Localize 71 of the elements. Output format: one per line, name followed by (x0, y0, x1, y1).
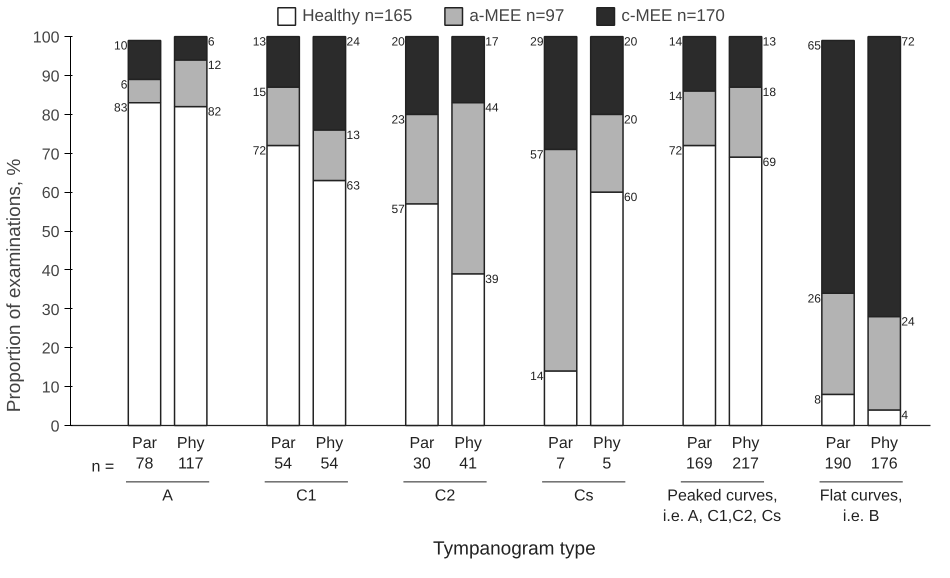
data-label: 14 (530, 369, 544, 384)
data-label: 57 (391, 202, 406, 216)
data-label: 14 (668, 34, 683, 49)
x-tick-label: Par 190 (824, 435, 852, 473)
x-tick-label: Phy 117 (176, 435, 205, 473)
data-label: 29 (530, 34, 544, 49)
y-tick-label: 30 (42, 302, 60, 319)
text: Cs (574, 488, 594, 505)
x-tick-label: Par 78 (132, 435, 158, 473)
data-label: 18 (762, 85, 776, 100)
x-tick-label: Par 30 (409, 435, 436, 473)
data-label: 83 (114, 100, 128, 115)
legend-label: a-MEE n=97 (469, 6, 564, 26)
x-axis-title: Tympanogram type (433, 538, 596, 560)
y-tick-label: 50 (42, 224, 60, 242)
data-label: 72 (668, 144, 683, 158)
data-label: 6 (208, 34, 215, 49)
data-label: 20 (624, 34, 638, 49)
y-tick-label: 100 (32, 30, 60, 47)
y-tick-label: 90 (42, 68, 60, 86)
x-tick-label: Phy 5 (593, 435, 621, 473)
data-label: 24 (901, 314, 916, 329)
data-label: 44 (485, 100, 499, 115)
data-label: 17 (485, 34, 499, 49)
y-tick-label: 10 (42, 380, 60, 397)
x-tick-label: Phy 176 (870, 435, 898, 473)
x-tick-label: Par 54 (270, 435, 296, 473)
data-label: 65 (808, 38, 822, 52)
data-label: 13 (252, 34, 266, 49)
x-tick-label: Par 169 (686, 435, 713, 473)
legend-label: c-MEE n=170 (621, 6, 725, 26)
text: A (162, 488, 174, 505)
data-label: 20 (624, 112, 638, 126)
data-label: 24 (346, 34, 360, 49)
data-label: 63 (346, 178, 360, 192)
x-tick-label: Phy 54 (316, 435, 344, 473)
data-label: 4 (901, 408, 908, 422)
y-axis-title: Proportion of examinations, % (4, 158, 25, 412)
y-tick-label: 70 (42, 146, 60, 164)
data-label: 15 (252, 85, 266, 100)
data-label: 72 (901, 34, 916, 49)
data-label: 14 (668, 89, 683, 104)
data-label: 72 (252, 144, 266, 158)
text: Peaked curves, i.e. A, C1,C2, Cs (662, 488, 782, 526)
y-tick-label: 80 (42, 107, 60, 124)
y-tick-label: 0 (50, 418, 60, 436)
x-tick-label: Par 7 (548, 435, 574, 473)
data-label: 8 (814, 392, 822, 406)
data-label: 13 (346, 128, 360, 142)
text: C2 (434, 488, 456, 505)
x-tick-label: Phy 217 (732, 435, 760, 473)
data-label: 20 (391, 34, 406, 49)
data-label: 26 (808, 291, 822, 306)
data-label: 82 (208, 104, 222, 119)
data-label: 12 (208, 58, 222, 72)
data-label: 39 (485, 272, 499, 286)
data-label: 23 (391, 112, 406, 126)
y-tick-label: 20 (42, 340, 60, 358)
data-label: 6 (120, 77, 128, 92)
data-label: 13 (762, 34, 776, 49)
text: Flat curves, i.e. B (820, 488, 902, 526)
data-label: 69 (762, 155, 776, 170)
y-tick-label: 40 (42, 262, 60, 280)
data-label: 57 (530, 147, 544, 162)
text: n = (92, 458, 114, 476)
y-tick-label: 60 (42, 185, 60, 202)
x-tick-label: Phy 41 (454, 435, 482, 473)
data-label: 10 (114, 38, 128, 52)
legend-label: Healthy n=165 (302, 6, 412, 26)
data-label: 60 (624, 190, 638, 204)
text: C1 (296, 488, 317, 505)
